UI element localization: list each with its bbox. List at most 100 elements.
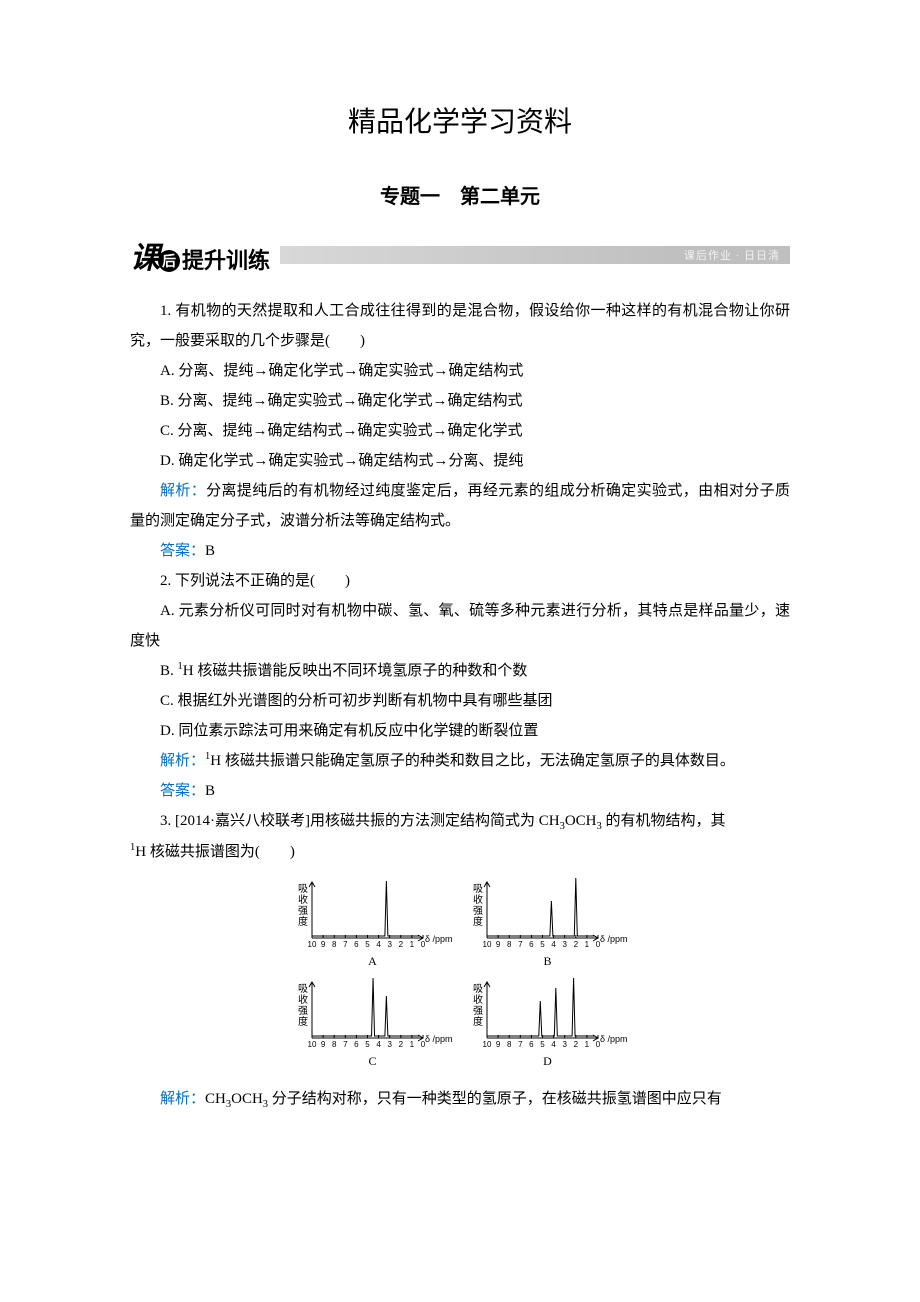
svg-text:度: 度 [473,915,483,928]
banner-hou-icon: 后 [158,250,180,272]
q2-optA: A. 元素分析仪可同时对有机物中碳、氢、氧、硫等多种元素进行分析，其特点是样品量… [130,596,790,656]
svg-text:强: 强 [473,1005,483,1017]
q3-explain-b: OCH [231,1091,263,1107]
q1-answer: 答案：B [130,536,790,566]
svg-text:吸: 吸 [473,884,483,895]
svg-text:2: 2 [574,940,579,949]
svg-text:5: 5 [365,940,370,949]
svg-text:7: 7 [518,1040,523,1049]
svg-text:6: 6 [529,1040,534,1049]
answer-label: 答案： [160,543,205,559]
banner-bar: 课后作业 · 日日清 [280,246,790,264]
q1-optA: A. 分离、提纯→确定化学式→确定实验式→确定结构式 [130,356,790,386]
svg-text:8: 8 [332,940,337,949]
q3-stem-a: 3. [2014·嘉兴八校联考]用核磁共振的方法测定结构简式为 CH [160,813,560,829]
svg-text:7: 7 [518,940,523,949]
svg-text:收: 收 [473,993,483,1006]
svg-text:9: 9 [496,1040,501,1049]
svg-text:2: 2 [574,1040,579,1049]
q2-stem: 2. 下列说法不正确的是( ) [130,566,790,596]
svg-text:3: 3 [387,1040,392,1049]
banner-ke: 课 [130,233,160,277]
svg-text:10: 10 [483,940,492,949]
svg-text:δ /ppm: δ /ppm [425,1034,453,1044]
svg-text:3: 3 [562,940,567,949]
q1-explain: 解析：分离提纯后的有机物经过纯度鉴定后，再经元素的组成分析确定实验式，由相对分子… [130,476,790,536]
svg-text:5: 5 [540,1040,545,1049]
svg-text:度: 度 [473,1015,483,1028]
q2-optB-text: H 核磁共振谱能反映出不同环境氢原子的种数和个数 [183,663,528,679]
svg-text:收: 收 [298,893,308,906]
q2-answer-text: B [205,783,215,799]
explain-label: 解析： [160,1091,205,1107]
q2-answer: 答案：B [130,776,790,806]
svg-text:吸: 吸 [473,984,483,995]
svg-text:收: 收 [298,993,308,1006]
explain-label: 解析： [160,753,205,769]
q1-optC: C. 分离、提纯→确定结构式→确定实验式→确定化学式 [130,416,790,446]
banner-logo: 课 后 提升训练 [130,233,270,277]
svg-text:δ /ppm: δ /ppm [600,1034,628,1044]
svg-text:δ /ppm: δ /ppm [600,934,628,944]
answer-label: 答案： [160,783,205,799]
banner-bar-text: 课后作业 · 日日清 [684,247,780,263]
svg-text:4: 4 [376,1040,381,1049]
svg-text:强: 强 [298,1005,308,1017]
svg-text:6: 6 [354,940,359,949]
chart-A: 吸收强度109876543210δ /ppmA [290,877,455,969]
svg-text:2: 2 [399,1040,404,1049]
svg-text:4: 4 [376,940,381,949]
q3-explain-a: CH [205,1091,226,1107]
svg-text:8: 8 [507,1040,512,1049]
q3-stem-b: OCH [565,813,597,829]
q3-explain: 解析：CH3OCH3 分子结构对称，只有一种类型的氢原子，在核磁共振氢谱图中应只… [130,1084,790,1115]
svg-text:8: 8 [332,1040,337,1049]
q1-optD: D. 确定化学式→确定实验式→确定结构式→分离、提纯 [130,446,790,476]
svg-text:收: 收 [473,893,483,906]
svg-text:度: 度 [298,915,308,928]
chart-C: 吸收强度109876543210δ /ppmC [290,977,455,1069]
svg-text:7: 7 [343,940,348,949]
svg-text:3: 3 [562,1040,567,1049]
main-title: 精品化学学习资料 [130,100,790,140]
explain-label: 解析： [160,483,206,499]
chart-B: 吸收强度109876543210δ /ppmB [465,877,630,969]
q1-explain-text: 分离提纯后的有机物经过纯度鉴定后，再经元素的组成分析确定实验式，由相对分子质量的… [130,483,790,529]
q2-optC: C. 根据红外光谱图的分析可初步判断有机物中具有哪些基团 [130,686,790,716]
svg-text:1: 1 [410,940,415,949]
svg-text:3: 3 [387,940,392,949]
svg-text:2: 2 [399,940,404,949]
svg-text:1: 1 [410,1040,415,1049]
svg-text:7: 7 [343,1040,348,1049]
section-banner: 课 后 提升训练 课后作业 · 日日清 [130,239,790,271]
q2-optB: B. 1H 核磁共振谱能反映出不同环境氢原子的种数和个数 [130,656,790,686]
svg-text:5: 5 [540,940,545,949]
svg-text:吸: 吸 [298,884,308,895]
svg-text:1: 1 [585,940,590,949]
q3-stem-d: H 核磁共振谱图为( ) [135,844,295,860]
q3-stem-line2: 1H 核磁共振谱图为( ) [130,837,790,867]
q1-optB: B. 分离、提纯→确定实验式→确定化学式→确定结构式 [130,386,790,416]
q3-stem: 3. [2014·嘉兴八校联考]用核磁共振的方法测定结构简式为 CH3OCH3 … [130,806,790,837]
svg-text:9: 9 [496,940,501,949]
svg-text:强: 强 [473,905,483,917]
q2-optB-pre: B. [160,663,178,679]
q3-stem-c: 的有机物结构，其 [602,813,726,829]
svg-text:10: 10 [483,1040,492,1049]
chart-D: 吸收强度109876543210δ /ppmD [465,977,630,1069]
svg-text:6: 6 [529,940,534,949]
svg-text:9: 9 [321,1040,326,1049]
svg-text:8: 8 [507,940,512,949]
svg-text:4: 4 [551,1040,556,1049]
svg-text:9: 9 [321,940,326,949]
q1-answer-text: B [205,543,215,559]
topic-title: 专题一 第二单元 [130,180,790,209]
svg-text:吸: 吸 [298,984,308,995]
q2-explain: 解析：1H 核磁共振谱只能确定氢原子的种类和数目之比，无法确定氢原子的具体数目。 [130,746,790,776]
svg-text:5: 5 [365,1040,370,1049]
q2-optD: D. 同位素示踪法可用来确定有机反应中化学键的断裂位置 [130,716,790,746]
banner-text: 提升训练 [182,243,270,275]
svg-text:1: 1 [585,1040,590,1049]
svg-text:6: 6 [354,1040,359,1049]
svg-text:10: 10 [308,1040,317,1049]
